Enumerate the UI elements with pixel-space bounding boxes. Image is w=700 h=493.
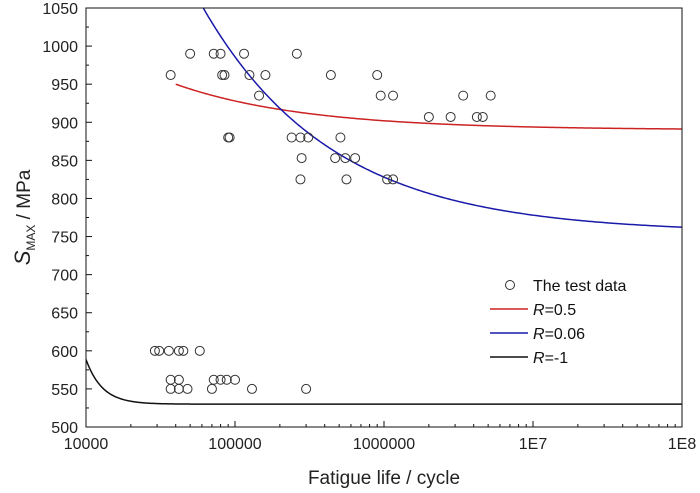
data-point	[149, 345, 160, 356]
y-tick-label: 850	[51, 153, 78, 170]
data-point	[239, 48, 250, 59]
y-tick-label: 650	[51, 306, 78, 323]
y-tick-label: 950	[51, 77, 78, 94]
data-point	[388, 174, 399, 185]
y-axis-title-main: S	[10, 250, 35, 265]
data-point	[330, 153, 341, 164]
y-tick-label: 550	[51, 382, 78, 399]
legend-item: R=-1	[490, 350, 568, 367]
legend-label: The test data	[533, 278, 626, 295]
data-point	[224, 132, 235, 143]
x-tick-label: 10000	[64, 436, 109, 453]
x-tick-label: 1E7	[519, 436, 548, 453]
data-point	[295, 174, 306, 185]
data-point	[206, 383, 217, 394]
data-point	[471, 111, 482, 122]
data-point	[485, 90, 496, 101]
y-tick-label: 800	[51, 191, 78, 208]
y-tick-label: 500	[51, 420, 78, 437]
curve-r-0-06	[202, 8, 682, 228]
data-point	[194, 345, 205, 356]
data-point	[182, 383, 193, 394]
data-point	[341, 174, 352, 185]
fit-curves	[86, 8, 682, 405]
data-point	[423, 111, 434, 122]
y-tick-label: 1000	[42, 39, 78, 56]
data-point	[217, 70, 228, 81]
data-point	[445, 111, 456, 122]
data-point	[375, 90, 386, 101]
x-axis-title: Fatigue life / cycle	[308, 468, 460, 489]
y-axis-title-sub: MAX	[24, 225, 38, 251]
legend-item: The test data	[505, 278, 626, 295]
y-tick-label: 600	[51, 344, 78, 361]
data-point	[335, 132, 346, 143]
data-point	[165, 70, 176, 81]
data-point	[350, 153, 361, 164]
data-point	[254, 90, 265, 101]
data-point	[303, 132, 314, 143]
data-point	[301, 383, 312, 394]
y-tick-label: 700	[51, 268, 78, 285]
y-axis-title-unit: / MPa	[14, 169, 35, 224]
curve-r-1	[86, 359, 682, 405]
data-point	[230, 374, 240, 385]
data-point	[296, 153, 307, 164]
x-tick-label: 1E8	[668, 436, 697, 453]
legend-label: R=-1	[533, 350, 568, 367]
data-point	[244, 70, 255, 81]
data-point	[477, 111, 488, 122]
data-point	[221, 374, 232, 385]
legend: The test data R=0.5 R=0.06 R=-1	[490, 278, 626, 367]
legend-label: R=0.06	[533, 326, 585, 343]
data-point	[340, 153, 351, 164]
y-axis-title: SMAX / MPa	[10, 169, 38, 265]
y-tick-label: 750	[51, 230, 78, 247]
x-axis-ticks: 10000 100000 1000000 1E7 1E8	[64, 421, 697, 453]
legend-item: R=0.06	[490, 326, 585, 343]
data-point	[291, 48, 302, 59]
data-point	[295, 132, 306, 143]
data-point	[388, 90, 399, 101]
legend-marker-circle	[505, 280, 515, 290]
data-point	[325, 70, 336, 81]
x-tick-label: 100000	[208, 436, 261, 453]
data-point	[219, 70, 230, 81]
data-point	[246, 383, 257, 394]
data-point	[178, 345, 189, 356]
y-axis-ticks: 500 550 600 650 700 750 800 850 900 950 1000 1050	[42, 1, 92, 437]
legend-item: R=0.5	[490, 302, 576, 319]
test-data-points	[149, 48, 496, 394]
data-point	[382, 174, 393, 185]
data-point	[165, 383, 176, 394]
legend-label: R=0.5	[533, 302, 576, 319]
y-tick-label: 900	[51, 115, 78, 132]
data-point	[260, 70, 271, 81]
data-point	[215, 48, 226, 59]
curve-r-0-5	[175, 83, 682, 130]
y-tick-label: 1050	[42, 1, 78, 18]
data-point	[215, 374, 226, 385]
data-point	[173, 345, 184, 356]
data-point	[185, 48, 196, 59]
data-point	[208, 48, 219, 59]
data-point	[458, 90, 469, 101]
data-point	[372, 70, 383, 81]
data-point	[154, 345, 165, 356]
data-point	[163, 345, 174, 356]
x-tick-label: 1000000	[353, 436, 415, 453]
